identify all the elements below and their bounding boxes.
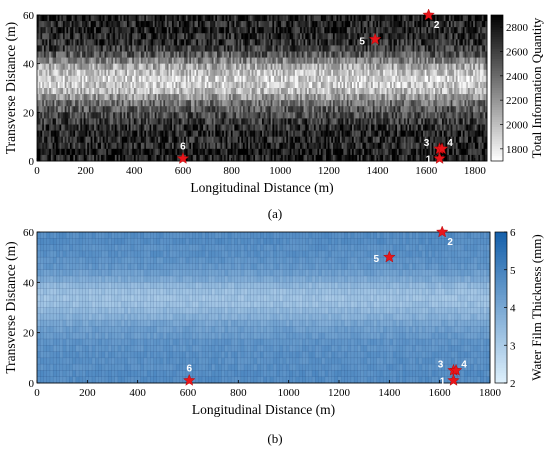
figure-caption: (b): [267, 431, 282, 446]
x-tick-label: 1800: [479, 387, 502, 399]
marker-star-5: [368, 32, 382, 45]
x-tick-label: 800: [223, 165, 240, 177]
marker-label-5: 5: [359, 36, 365, 47]
x-tick-label: 600: [180, 387, 197, 399]
colorbar-tick-label: 1800: [506, 144, 529, 156]
marker-label-2: 2: [434, 20, 440, 31]
colorbar-tick-label: 2800: [506, 22, 529, 34]
marker-star-1: [447, 373, 460, 386]
x-tick-label: 200: [77, 165, 94, 177]
chart-1: 0 200 400 600 800 1000 1200 1400 1600 1800 0 20 40 60…: [3, 8, 544, 221]
marker-star-6: [183, 373, 196, 386]
colorbar-tick-label: 6: [510, 227, 516, 239]
marker-label-4: 4: [461, 359, 467, 370]
marker-label-1: 1: [426, 155, 432, 166]
heatmap-cells: [36, 231, 491, 384]
marker-label-6: 6: [180, 142, 186, 153]
x-tick-label: 200: [79, 387, 96, 399]
x-tick-label: 1600: [415, 165, 438, 177]
colorbar-tick-label: 3: [510, 340, 516, 352]
colorbar-tick-label: 2600: [506, 47, 529, 59]
colorbar-label: Total Information Quantity: [529, 17, 544, 158]
y-tick-label: 0: [29, 156, 35, 168]
x-tick-label: 1000: [269, 165, 292, 177]
marker-label-4: 4: [447, 138, 453, 149]
marker-label-3: 3: [438, 359, 444, 370]
colorbar: 2 3 4 5 6 Water Film Thickness (mm): [494, 227, 544, 390]
marker-star-2: [435, 225, 449, 238]
marker-label-1: 1: [440, 376, 446, 387]
marker-star-6: [176, 152, 190, 164]
x-tick-label: 600: [175, 165, 192, 177]
colorbar-tick-label: 2000: [506, 120, 529, 132]
colorbar-frame: [490, 14, 504, 162]
x-tick-label: 0: [34, 387, 40, 399]
y-axis-label: Transverse Distance (m): [3, 22, 18, 154]
chart-2: 0 200 400 600 800 1000 1200 1400 1600 1800 0 20 40 60…: [3, 225, 544, 446]
x-tick-label: 1400: [367, 165, 390, 177]
colorbar-tick-label: 4: [510, 303, 516, 315]
x-axis-label: Longitudinal Distance (m): [190, 180, 333, 195]
x-tick-label: 400: [129, 387, 146, 399]
colorbar-tick-label: 5: [510, 265, 516, 277]
marker-label-5: 5: [374, 254, 380, 265]
marker-star-5: [383, 250, 396, 263]
x-tick-label: 400: [126, 165, 143, 177]
plot-frame: [36, 231, 491, 384]
y-tick-label: 20: [23, 328, 35, 340]
y-axis-label: Transverse Distance (m): [3, 241, 18, 373]
x-tick-label: 1000: [278, 387, 301, 399]
x-tick-label: 800: [230, 387, 247, 399]
colorbar-tick-label: 2: [510, 378, 516, 390]
y-tick-label: 0: [29, 378, 35, 390]
x-tick-label: 1200: [318, 165, 341, 177]
marker-label-2: 2: [447, 237, 453, 248]
y-tick-label: 40: [23, 59, 35, 71]
x-tick-label: 1600: [429, 387, 452, 399]
y-tick-label: 40: [23, 277, 35, 289]
x-tick-label: 1800: [464, 165, 487, 177]
marker-star-1: [433, 152, 446, 164]
colorbar-tick-label: 2400: [506, 71, 529, 83]
marker-star-4: [449, 363, 463, 376]
marker-star-4: [435, 142, 449, 155]
x-tick-label: 1400: [378, 387, 401, 399]
y-tick-label: 20: [23, 107, 35, 119]
y-tick-label: 60: [23, 10, 35, 22]
y-tick-label: 60: [23, 227, 35, 239]
colorbar-label: Water Film Thickness (mm): [529, 234, 544, 380]
marker-star-2: [422, 8, 435, 21]
x-tick-label: 0: [34, 165, 40, 177]
marker-label-3: 3: [424, 138, 430, 149]
x-axis-label: Longitudinal Distance (m): [192, 402, 335, 417]
x-tick-label: 1200: [328, 387, 351, 399]
figure-caption: (a): [268, 206, 282, 221]
plot-frame: [36, 14, 488, 162]
heatmap-cells: [37, 15, 488, 162]
colorbar-tick-label: 2200: [506, 95, 529, 107]
colorbar: 1800 2000 2200 2400 2600 2800 Total Informatio…: [490, 14, 544, 162]
marker-label-6: 6: [186, 363, 192, 374]
